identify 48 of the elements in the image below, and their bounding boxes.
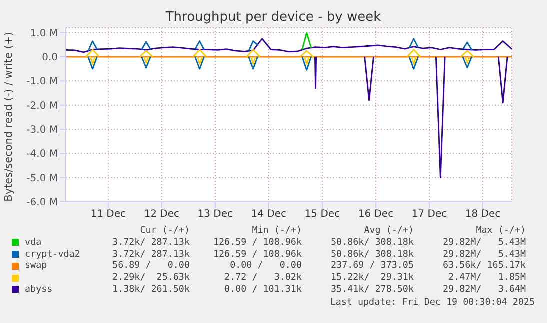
y-tick-label: 0.0 <box>42 52 58 64</box>
text: 2.47M/ 1.85M <box>448 272 526 284</box>
legend-label: crypt-vda2 <box>25 248 80 260</box>
y-tick-label: -4.0 M <box>26 149 58 160</box>
x-tick-label: 14 Dec <box>251 209 287 220</box>
text: 126.59 / 108.96k <box>212 236 302 249</box>
text: 50.86k/ 308.18k <box>330 236 414 249</box>
text: 63.56k/ 165.17k <box>442 260 526 272</box>
text: 15.22k/ 29.31k <box>330 272 414 284</box>
text: Avg (-/+) <box>363 225 414 237</box>
text: 29.82M/ 5.43M <box>442 236 526 249</box>
text: 126.59 / 108.96k <box>212 248 302 260</box>
text: Cur (-/+) <box>139 225 190 237</box>
y-tick-label: -1.0 M <box>26 76 58 88</box>
text: 2.72 / 3.02k <box>224 272 302 284</box>
text: 50.86k/ 308.18k <box>330 248 414 260</box>
x-tick-label: 12 Dec <box>144 209 180 220</box>
x-tick-label: 16 Dec <box>358 209 394 220</box>
text: 3.72k/ 287.13k <box>112 236 190 249</box>
legend-label: abyss <box>25 284 53 296</box>
text: Max (-/+) <box>475 225 526 237</box>
x-tick-label: 11 Dec <box>90 209 126 220</box>
text: 29.82M/ 5.43M <box>442 248 526 260</box>
line-series <box>66 38 512 54</box>
x-tick-label: 15 Dec <box>304 209 340 220</box>
y-tick-label: -3.0 M <box>26 125 58 136</box>
chart-title: Throughput per device - by week <box>164 10 382 25</box>
y-tick-label: -5.0 M <box>26 173 58 184</box>
text: Min (-/+) <box>251 225 302 237</box>
text: 3.72k/ 287.13k <box>112 248 190 260</box>
y-tick-label: -6.0 M <box>26 198 58 209</box>
text: 0.00 / 0.00 <box>229 260 302 272</box>
y-tick-label: 1.0 M <box>30 28 58 40</box>
text: 35.41k/ 278.50k <box>330 284 414 296</box>
y-tick-label: -2.0 M <box>26 100 58 112</box>
legend-label: swap <box>25 260 48 272</box>
text: 56.89 / 0.00 <box>112 260 190 272</box>
text: Last update: Fri Dec 19 00:30:04 2025 <box>329 296 535 308</box>
text: 29.82M/ 3.64M <box>442 284 526 296</box>
x-tick-label: 17 Dec <box>412 209 448 220</box>
x-tick-label: 13 Dec <box>198 209 234 220</box>
text: 0.00 / 101.31k <box>224 284 302 296</box>
text: 1.38k/ 261.50k <box>112 284 190 296</box>
text: 237.69 / 373.05 <box>330 260 414 272</box>
x-tick-label: 18 Dec <box>465 209 501 220</box>
text: 2.29k/ 25.63k <box>112 272 190 284</box>
y-axis-title: Bytes/second read (-) / write (+) <box>3 32 16 202</box>
legend-label: vda <box>25 236 42 249</box>
